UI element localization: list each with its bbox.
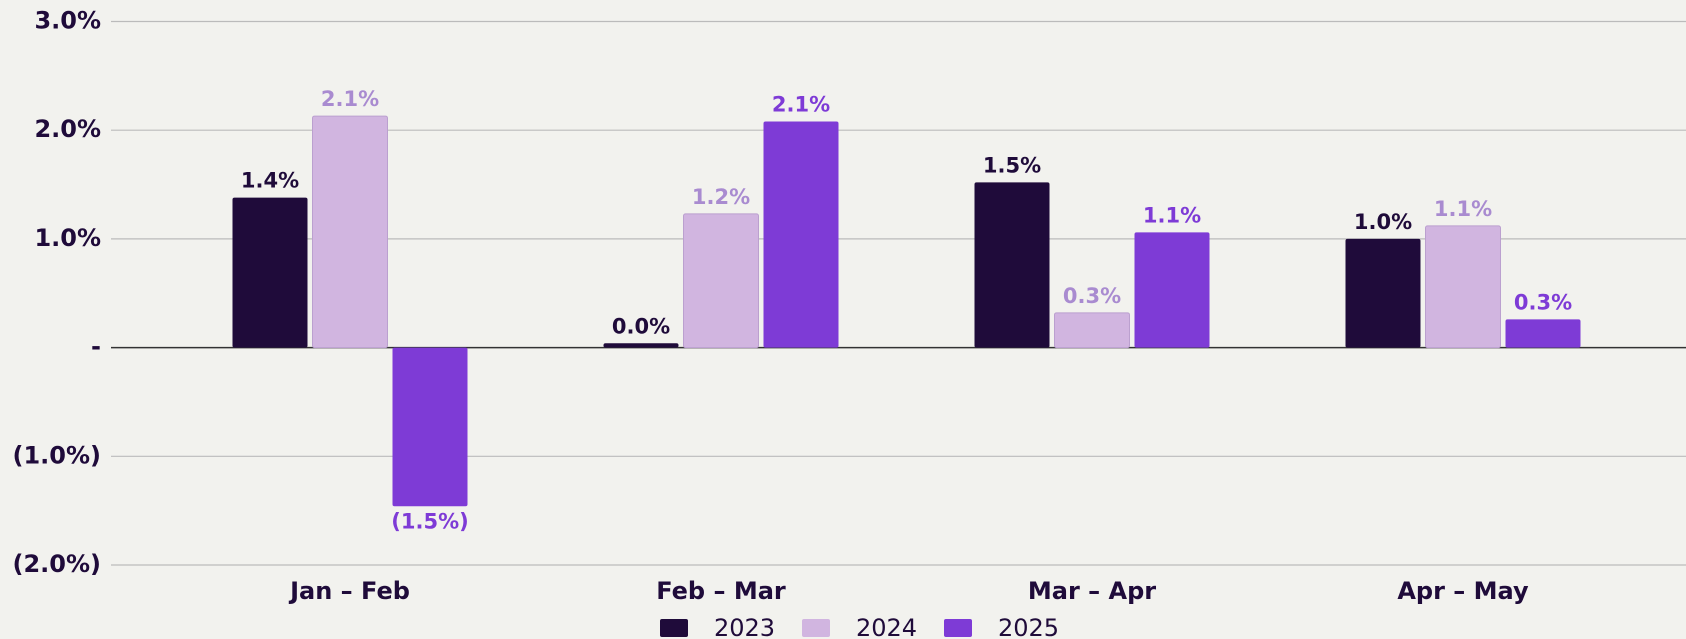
y-tick-label: (1.0%) <box>13 441 102 469</box>
legend-label: 2024 <box>856 614 917 639</box>
bar <box>1345 238 1421 348</box>
value-label: 2.1% <box>321 87 379 111</box>
value-label: 1.1% <box>1434 197 1492 221</box>
value-label: 1.5% <box>983 153 1041 177</box>
legend-swatch <box>660 619 688 637</box>
bar <box>683 213 759 349</box>
y-tick-label: (2.0%) <box>13 550 102 578</box>
x-tick-label: Feb – Mar <box>656 577 786 605</box>
value-label: 1.2% <box>692 185 750 209</box>
legend-label: 2023 <box>714 614 775 639</box>
bar <box>1054 312 1130 349</box>
value-label: 1.4% <box>241 169 299 193</box>
bar <box>974 182 1050 348</box>
bar <box>232 197 308 348</box>
value-label: 1.1% <box>1143 203 1201 227</box>
value-label: (1.5%) <box>391 509 468 533</box>
value-label: 0.3% <box>1063 284 1121 308</box>
value-label: 0.3% <box>1514 290 1572 314</box>
y-tick-label: 2.0% <box>34 115 101 143</box>
value-label: 1.0% <box>1354 210 1412 234</box>
x-tick-label: Apr – May <box>1397 577 1529 605</box>
y-tick-label: - <box>91 333 101 361</box>
value-label: 0.0% <box>612 314 670 338</box>
legend-swatch <box>944 619 972 637</box>
legend-label: 2025 <box>998 614 1059 639</box>
bar <box>1505 319 1581 348</box>
y-tick-label: 1.0% <box>34 224 101 252</box>
bar <box>392 347 468 507</box>
bar <box>763 121 839 348</box>
legend-swatch <box>802 619 830 637</box>
bar <box>312 115 388 349</box>
bar <box>1134 232 1210 348</box>
bar <box>603 343 679 348</box>
bar <box>1425 225 1501 349</box>
value-label: 2.1% <box>772 93 830 117</box>
x-tick-label: Jan – Feb <box>288 577 410 605</box>
y-tick-label: 3.0% <box>34 7 101 35</box>
x-tick-label: Mar – Apr <box>1028 577 1156 605</box>
